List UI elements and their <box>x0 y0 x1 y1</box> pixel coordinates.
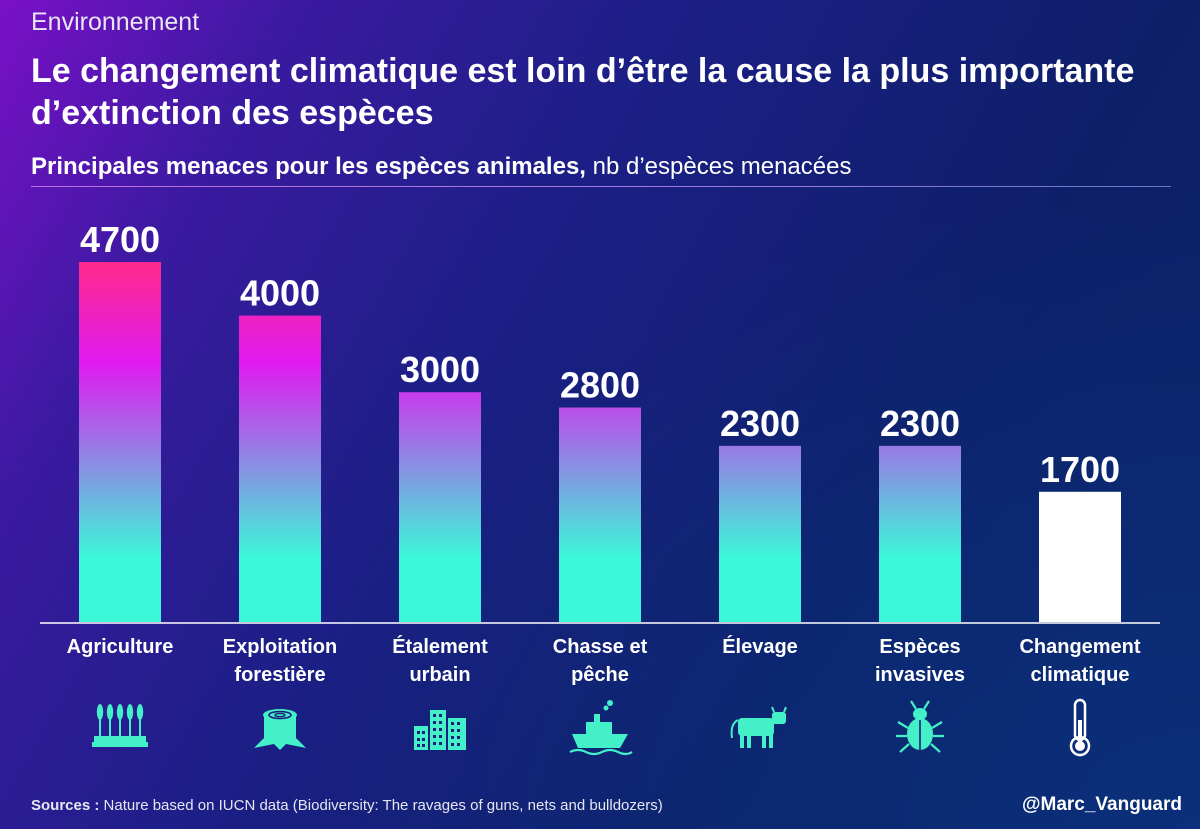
sources-note: Sources : Nature based on IUCN data (Bio… <box>31 797 663 814</box>
bar-6 <box>1039 491 1121 622</box>
value-label-4: 2300 <box>720 403 800 444</box>
author-handle: @Marc_Vanguard <box>1021 794 1182 815</box>
subtitle-bold: Principales menaces pour les espèces ani… <box>31 153 586 180</box>
value-label-0: 4700 <box>80 219 160 260</box>
value-label-6: 1700 <box>1040 449 1120 490</box>
value-label-1: 4000 <box>240 273 320 314</box>
category-label-2: Étalement urbain <box>392 635 488 686</box>
wheat-icon <box>92 704 148 747</box>
bar-1 <box>239 315 321 622</box>
category-label-0: Agriculture <box>67 636 174 658</box>
buildings-icon <box>414 710 466 750</box>
boat-icon <box>569 700 633 756</box>
bar-4 <box>719 445 801 622</box>
cow-icon <box>730 706 787 748</box>
category-label-4: Élevage <box>722 635 798 658</box>
value-label-5: 2300 <box>880 403 960 444</box>
category-label-3: Chasse et pêche <box>553 636 648 686</box>
value-label-2: 3000 <box>400 349 480 390</box>
chart-subtitle: Principales menaces pour les espèces ani… <box>31 153 851 181</box>
bar-0 <box>79 262 161 622</box>
subtitle-rest: nb d’espèces menacées <box>585 153 852 180</box>
sources-text: Nature based on IUCN data (Biodiversity:… <box>99 797 663 814</box>
thermometer-icon <box>1069 698 1091 757</box>
bar-3 <box>559 407 641 622</box>
category-label-5: Espèces invasives <box>875 636 965 686</box>
subtitle-divider <box>31 186 1171 187</box>
bar-2 <box>399 392 481 622</box>
tree-stump-icon <box>254 709 306 750</box>
category-label-1: Exploitation forestière <box>223 636 337 686</box>
chart-title: Le changement climatique est loin d’être… <box>31 52 1135 132</box>
bar-5 <box>879 445 961 622</box>
kicker: Environnement <box>31 8 200 36</box>
category-label-6: Changement climatique <box>1019 636 1140 686</box>
beetle-icon <box>896 700 944 753</box>
value-label-3: 2800 <box>560 365 640 406</box>
sources-label: Sources : <box>31 797 100 814</box>
